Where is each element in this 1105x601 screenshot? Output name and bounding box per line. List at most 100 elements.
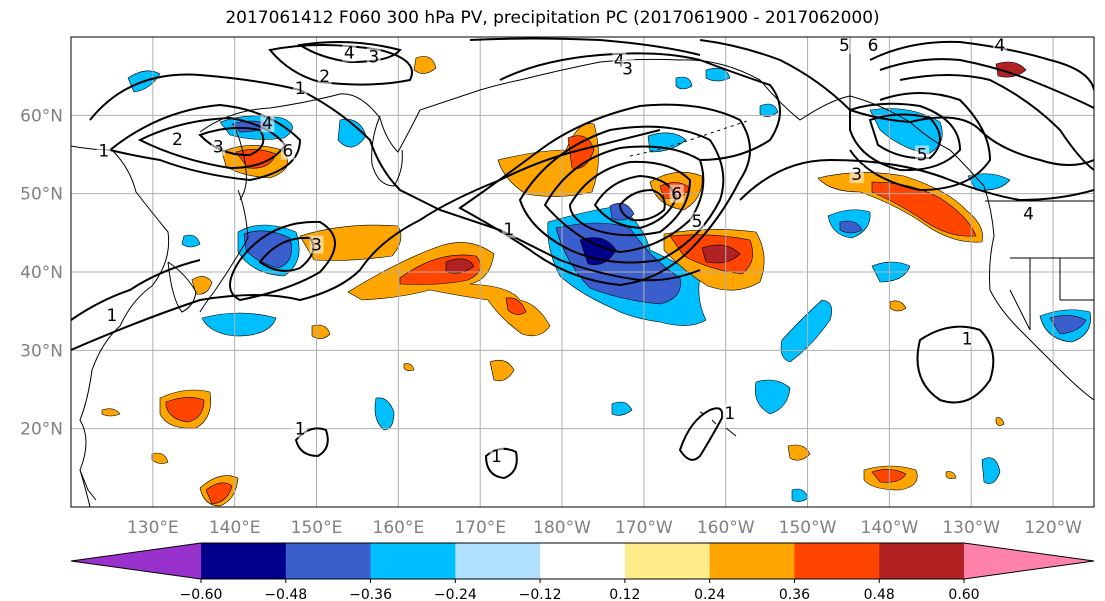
contour-label-bg (96, 141, 111, 160)
pv-contour (543, 145, 705, 254)
pv-contour (739, 158, 1094, 202)
pv-contour (899, 74, 1094, 171)
contour-label: 5 (917, 146, 928, 166)
contour-label: 4 (1023, 204, 1034, 224)
pv-contour (868, 113, 941, 160)
contour-label: 2 (172, 130, 183, 150)
shade-blob (403, 363, 415, 371)
shade-blob (151, 452, 169, 464)
map-frame (70, 36, 1095, 508)
map-title: 2017061412 F060 300 hPa PV, precipitatio… (0, 8, 1105, 28)
contour-label-bg (915, 145, 930, 164)
pv-contour (678, 407, 724, 461)
contour-label: 1 (962, 330, 973, 350)
contour-label-bg (366, 47, 381, 66)
shade-blob (945, 471, 957, 479)
pv-contour (71, 129, 661, 351)
latitude-label: 40°N (20, 263, 63, 283)
colorbar-segment (709, 543, 795, 579)
longitude-label: 120°W (1024, 518, 1082, 538)
shade-blob (705, 67, 731, 82)
latitude-label: 50°N (20, 185, 63, 205)
pv-contour (294, 427, 329, 458)
contour-label-bg (866, 37, 881, 54)
pv-contour (268, 44, 413, 86)
contour-label-bg (690, 212, 705, 231)
colorbar-segment (540, 543, 626, 579)
colorbar-tick-label: 0.24 (694, 587, 725, 601)
contour-label: 1 (295, 79, 306, 99)
contour-label: 3 (213, 138, 224, 158)
contour-label: 1 (98, 142, 109, 162)
colorbar-tick-label: −0.48 (264, 587, 307, 601)
contour-label-bg (1021, 204, 1036, 223)
shade-blob (995, 417, 1005, 426)
colorbar-tick-label: 0.12 (609, 587, 640, 601)
pv-contour (699, 39, 1094, 166)
colorbar-extension-max (964, 543, 1094, 579)
coastline-aleutians (629, 119, 751, 157)
latitude-label: 30°N (20, 341, 63, 361)
state-borders (1009, 257, 1094, 331)
coastline-okhotsk (199, 79, 521, 153)
contour-label: 3 (311, 236, 322, 256)
longitude-label: 130°E (127, 518, 179, 538)
colorbar-segment (455, 543, 541, 579)
colorbar-tick-label: −0.12 (519, 587, 562, 601)
shade-blob (191, 276, 213, 295)
shade-blob (995, 61, 1027, 78)
shade-blob (201, 312, 277, 337)
contour-label-bg (992, 37, 1007, 54)
coastline-japan (199, 189, 249, 313)
contour-label: 3 (622, 59, 633, 79)
contour-label: 5 (692, 212, 703, 232)
contour-label-bg (170, 129, 185, 148)
shade-blob (839, 220, 863, 234)
colorbar-segment (370, 543, 456, 579)
colorbar-tick-label: 0.60 (948, 587, 979, 601)
contour-label: 4 (994, 36, 1005, 56)
contour-label: 6 (671, 185, 682, 205)
coastline-philippines (79, 469, 97, 501)
shade-blob (611, 401, 633, 416)
colorbar-tick-label: −0.24 (434, 587, 477, 601)
contour-label: 6 (868, 36, 879, 56)
shade-blob (755, 379, 791, 415)
contour-label: 3 (368, 48, 379, 68)
longitude-label: 140°W (861, 518, 919, 538)
colorbar-segment (285, 543, 372, 579)
coastline-sakhalin (235, 129, 247, 201)
contour-label-bg (260, 114, 275, 133)
contour-label-bg (293, 78, 308, 97)
contour-label-bg (722, 404, 737, 422)
colorbar (70, 542, 1095, 580)
longitude-label: 150°E (291, 518, 343, 538)
shade-blob (413, 56, 437, 74)
contour-label-bg (104, 306, 119, 325)
longitude-label: 130°W (942, 518, 1000, 538)
colorbar-segment (879, 543, 965, 579)
pv-contour (297, 40, 402, 64)
shade-blob (889, 300, 907, 312)
colorbar-tick-labels: −0.60 −0.48 −0.36 −0.24 −0.12 0.12 0.24 0.36 0.4… (180, 579, 980, 601)
shade-blob (505, 297, 527, 315)
longitude-tick-labels: 130°E 140°E 150°E 160°E 170°E 180°W 170°W 160°W… (127, 518, 1082, 538)
shade-blob (1049, 315, 1087, 335)
colorbar-tick-label: −0.60 (180, 587, 223, 601)
contour-label-bg (837, 37, 852, 54)
precipitation-shading (101, 56, 1091, 507)
contour-label: 1 (295, 420, 306, 440)
contour-label: 1 (503, 220, 514, 240)
pv-contour (518, 125, 725, 264)
pv-contour (229, 220, 336, 302)
shade-blob (981, 457, 1001, 484)
shade-blob (101, 408, 121, 417)
contour-label: 3 (851, 165, 862, 185)
shade-blob (787, 444, 811, 461)
shade-blob (967, 173, 1011, 191)
pv-contour (568, 160, 692, 237)
contour-label: 1 (491, 447, 502, 467)
map-gridlines (71, 37, 1094, 507)
contour-label-bg (293, 419, 308, 438)
